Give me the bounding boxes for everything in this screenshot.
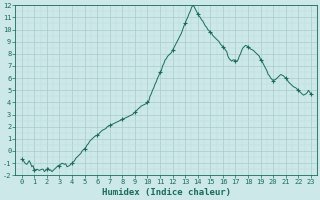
X-axis label: Humidex (Indice chaleur): Humidex (Indice chaleur): [102, 188, 231, 197]
